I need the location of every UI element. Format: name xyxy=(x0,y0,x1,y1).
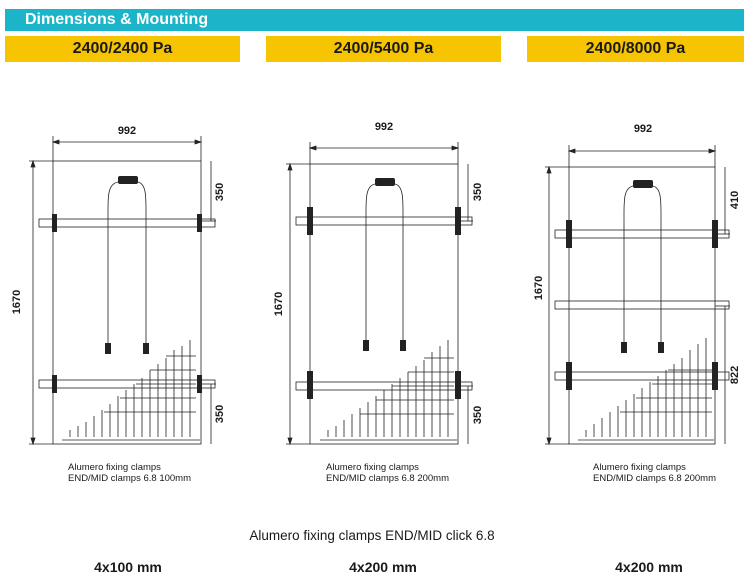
panel-3-rail-bottom xyxy=(554,371,730,381)
panel-3-rail-top xyxy=(554,229,730,239)
section-header: Dimensions & Mounting xyxy=(5,9,744,31)
section-title: Dimensions & Mounting xyxy=(25,11,209,28)
panel-2-caption: Alumero fixing clamps END/MID clamps 6.8… xyxy=(326,462,449,484)
panel-3-frame xyxy=(568,166,716,445)
panel-2-drawing xyxy=(286,142,473,446)
panel-1-bottom-offset-label: 350 xyxy=(214,405,226,423)
panel-1-frame xyxy=(52,160,202,445)
size-label-3: 4x200 mm xyxy=(615,559,683,575)
panel-1-caption: Alumero fixing clamps END/MID clamps 6.8… xyxy=(68,462,191,484)
panel-2-height-label: 1670 xyxy=(273,292,285,316)
panel-3-drawing xyxy=(545,145,730,446)
panel-3-caption: Alumero fixing clamps END/MID clamps 6.8… xyxy=(593,462,716,484)
panel-3-top-offset-label: 410 xyxy=(729,191,741,209)
panel-1-drawing xyxy=(29,136,216,446)
panel-1-height-label: 1670 xyxy=(11,290,23,314)
panel-1-caption-line1: Alumero fixing clamps xyxy=(68,462,161,473)
panel-2-rail-top xyxy=(295,216,473,226)
load-band-1-label: 2400/2400 Pa xyxy=(72,40,173,57)
clamp-note: Alumero fixing clamps END/MID click 6.8 xyxy=(249,528,495,543)
load-band-2-label: 2400/5400 Pa xyxy=(333,40,434,57)
panel-3-width-label: 992 xyxy=(634,123,652,135)
panel-3-rail-middle xyxy=(554,300,730,310)
size-label-2: 4x200 mm xyxy=(349,559,417,575)
panel-2-bottom-offset-label: 350 xyxy=(472,406,484,424)
panel-1-rail-top xyxy=(38,218,216,228)
panel-3-bottom-offset-label: 822 xyxy=(729,366,741,384)
panel-2-caption-line1: Alumero fixing clamps xyxy=(326,462,419,473)
panel-2-width-label: 992 xyxy=(375,121,393,133)
panel-3-caption-line1: Alumero fixing clamps xyxy=(593,462,686,473)
panel-2-caption-line2: END/MID clamps 6.8 200mm xyxy=(326,473,450,484)
panel-3-height-label: 1670 xyxy=(533,276,545,300)
size-label-1: 4x100 mm xyxy=(94,559,162,575)
load-band-2: 2400/5400 Pa xyxy=(266,36,501,62)
load-band-3: 2400/8000 Pa xyxy=(527,36,744,62)
panel-3-caption-line2: END/MID clamps 6.8 200mm xyxy=(593,473,717,484)
panel-1-width-label: 992 xyxy=(118,125,136,137)
panel-2-top-offset-label: 350 xyxy=(472,183,484,201)
panel-1-rail-bottom xyxy=(38,379,216,389)
load-band-3-label: 2400/8000 Pa xyxy=(585,40,686,57)
panel-2-frame xyxy=(309,163,459,445)
panel-1-top-offset-label: 350 xyxy=(214,183,226,201)
load-band-1: 2400/2400 Pa xyxy=(5,36,240,62)
panel-1-caption-line2: END/MID clamps 6.8 100mm xyxy=(68,473,192,484)
